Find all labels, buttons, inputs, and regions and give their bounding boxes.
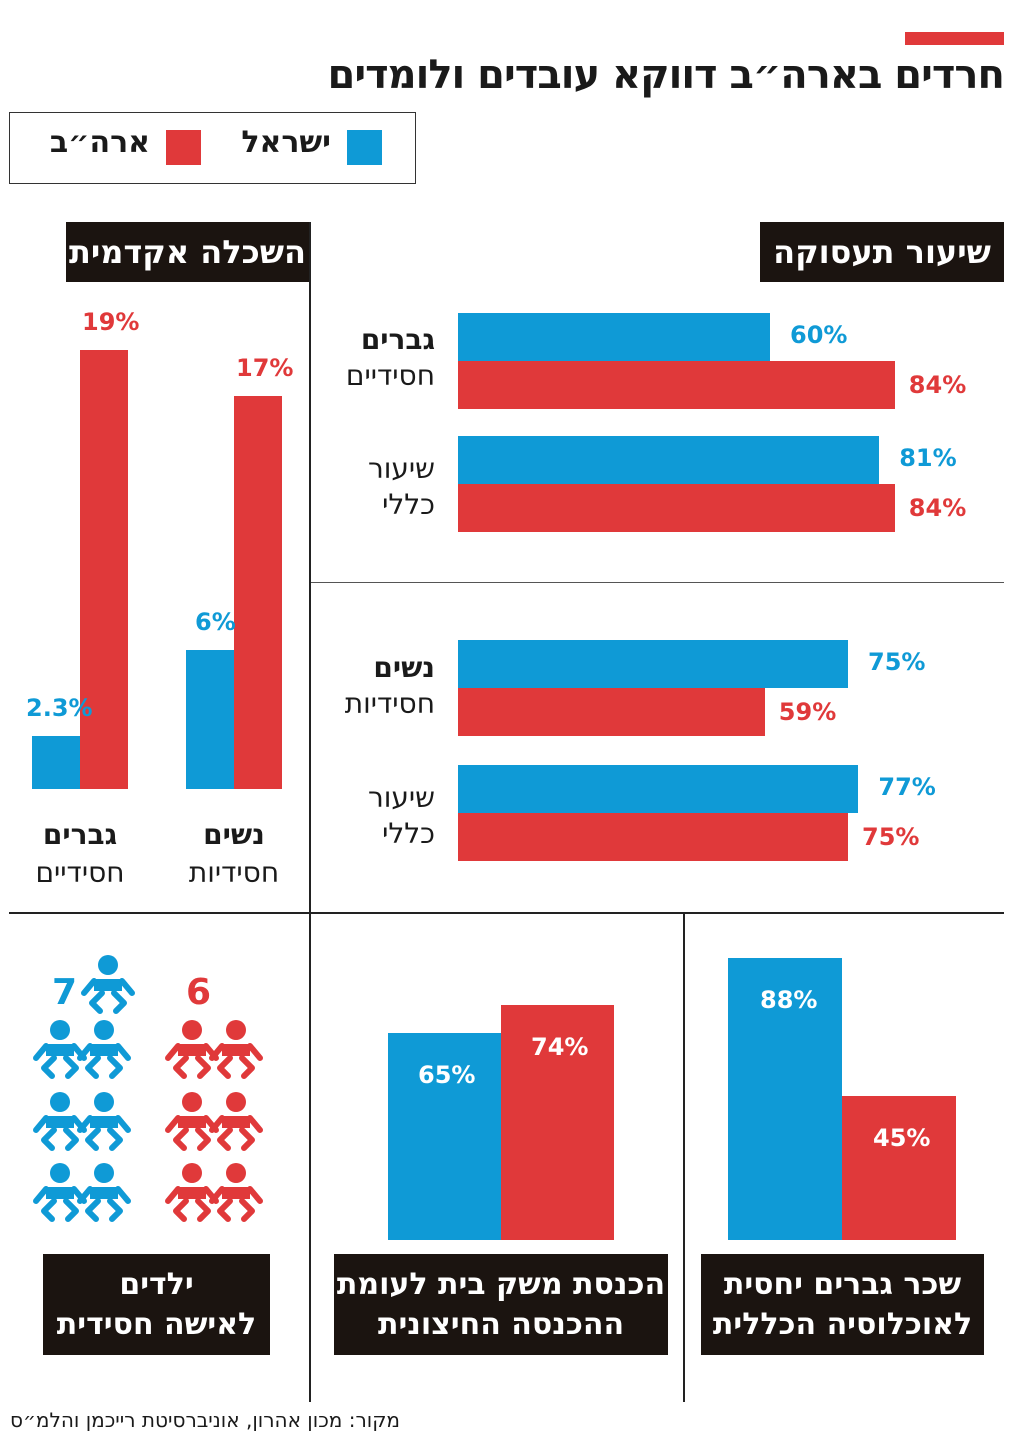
children-value-usa: 6: [186, 972, 212, 1013]
income-title-line2: ההכנסה החיצונית: [377, 1306, 625, 1342]
child-icon-israel-1: [33, 1020, 87, 1079]
accent-bar: [905, 32, 1004, 45]
child-icon-israel-6: [77, 1163, 131, 1222]
child-icon-usa-3: [209, 1092, 263, 1151]
legend-swatch-usa: [166, 130, 201, 165]
wage-bar-usa: [842, 1096, 956, 1240]
employment-bar-israel-men: [458, 313, 770, 361]
income-value-israel: 65%: [418, 1061, 476, 1090]
employment-label-general-women: שיעור כללי: [368, 780, 435, 852]
legend: ישראל ארה״ב: [9, 112, 416, 184]
employment-value-israel-women: 75%: [868, 648, 926, 676]
education-label-men: גברים חסידיים: [18, 816, 142, 892]
children-icons: [33, 955, 263, 1222]
child-icon-israel-5: [33, 1163, 87, 1222]
vertical-divider: [309, 222, 311, 1402]
wage-title-line2: לאוכלוסיה הכללית: [712, 1306, 973, 1342]
source-note: מקור: מכון אהרון, אוניברסיטת רייכמן והלמ…: [10, 1408, 400, 1432]
child-icon-israel-4: [77, 1092, 131, 1151]
wage-title-line1: שכר גברים יחסית: [723, 1266, 962, 1302]
education-label-women: נשים חסידיות: [172, 816, 296, 892]
education-bar-usa-men: [80, 350, 128, 789]
child-icon-israel-2: [77, 1020, 131, 1079]
wage-value-israel: 88%: [760, 986, 818, 1015]
education-label-women-sub: חסידיות: [188, 856, 280, 889]
employment-label-general-line1: שיעור: [367, 452, 435, 485]
income-title: הכנסת משק בית לעומת ההכנסה החיצונית: [334, 1254, 668, 1355]
education-label-men-bold: גברים: [42, 818, 118, 851]
children-title: ילדים לאישה חסידית: [43, 1254, 270, 1355]
children-title-line2: לאישה חסידית: [56, 1306, 257, 1342]
income-value-usa: 74%: [531, 1032, 589, 1061]
wage-title: שכר גברים יחסית לאוכלוסיה הכללית: [701, 1254, 984, 1355]
employment-value-usa-men: 84%: [908, 371, 967, 399]
education-label-women-bold: נשים: [203, 818, 265, 851]
children-value-israel: 7: [52, 972, 78, 1013]
education-value-israel-women: 6%: [195, 608, 236, 637]
employment-label-men-bold: גברים: [360, 323, 435, 356]
income-title-line1: הכנסת משק בית לעומת: [336, 1266, 666, 1302]
legend-swatch-israel: [347, 130, 382, 165]
employment-bar-usa-general-women: [458, 813, 848, 861]
employment-label-men-sub: חסידיים: [345, 359, 435, 392]
education-value-usa-men: 19%: [82, 308, 140, 337]
employment-label-general-line1: שיעור: [367, 781, 435, 814]
wage-bar-israel: [728, 958, 842, 1240]
legend-label-usa: ארה״ב: [49, 125, 150, 160]
employment-label-general-line2: כללי: [382, 488, 435, 521]
bottom-divider: [683, 912, 685, 1402]
wage-value-usa: 45%: [873, 1124, 931, 1152]
employment-label-men: גברים חסידיים: [346, 322, 435, 394]
employment-bar-usa-women: [458, 688, 765, 736]
employment-label-women: נשים חסידיות: [345, 650, 435, 722]
education-value-usa-women: 17%: [236, 354, 294, 383]
employment-label-women-sub: חסידיות: [344, 687, 435, 720]
employment-value-usa-general-women: 75%: [862, 823, 920, 851]
child-icon-usa-2: [165, 1092, 219, 1151]
child-icon-usa-4: [165, 1163, 219, 1222]
education-bar-usa-women: [234, 396, 282, 789]
employment-value-usa-women: 59%: [778, 698, 837, 726]
education-value-israel-men: 2.3%: [26, 693, 93, 722]
employment-bar-israel-general-men: [458, 436, 880, 484]
child-icon-usa-5: [209, 1163, 263, 1222]
legend-label-israel: ישראל: [241, 125, 331, 160]
employment-value-israel-general-men: 81%: [899, 444, 957, 472]
education-bar-israel-men: [32, 735, 80, 789]
education-label-men-sub: חסידיים: [35, 856, 125, 889]
education-title: השכלה אקדמית: [66, 222, 309, 282]
child-icon-usa-1: [209, 1020, 263, 1079]
child-icon-israel-0: [81, 955, 135, 1014]
income-bar-usa: [501, 1004, 614, 1240]
employment-bar-usa-men: [458, 361, 895, 409]
child-icon-israel-3: [33, 1092, 87, 1151]
child-icon-usa-0: [165, 1020, 219, 1079]
employment-bar-israel-women: [458, 640, 848, 688]
employment-title: שיעור תעסוקה: [760, 222, 1004, 282]
employment-value-israel-general-women: 77%: [878, 773, 936, 801]
horizontal-divider: [9, 912, 1004, 914]
employment-bar-usa-general-men: [458, 484, 895, 532]
education-bar-israel-women: [186, 650, 234, 789]
employment-bar-israel-general-women: [458, 765, 859, 813]
employment-value-usa-general-men: 84%: [908, 494, 967, 522]
employment-label-general-line2: כללי: [382, 817, 435, 850]
employment-label-women-bold: נשים: [373, 651, 435, 684]
employment-value-israel-men: 60%: [790, 321, 848, 349]
employment-divider: [311, 582, 1004, 583]
page-title: חרדים בארה״ב דווקא עובדים ולומדים: [327, 52, 1005, 98]
employment-label-general-men: שיעור כללי: [368, 451, 435, 523]
children-title-line1: ילדים: [119, 1266, 194, 1302]
income-bar-israel: [388, 1033, 501, 1240]
